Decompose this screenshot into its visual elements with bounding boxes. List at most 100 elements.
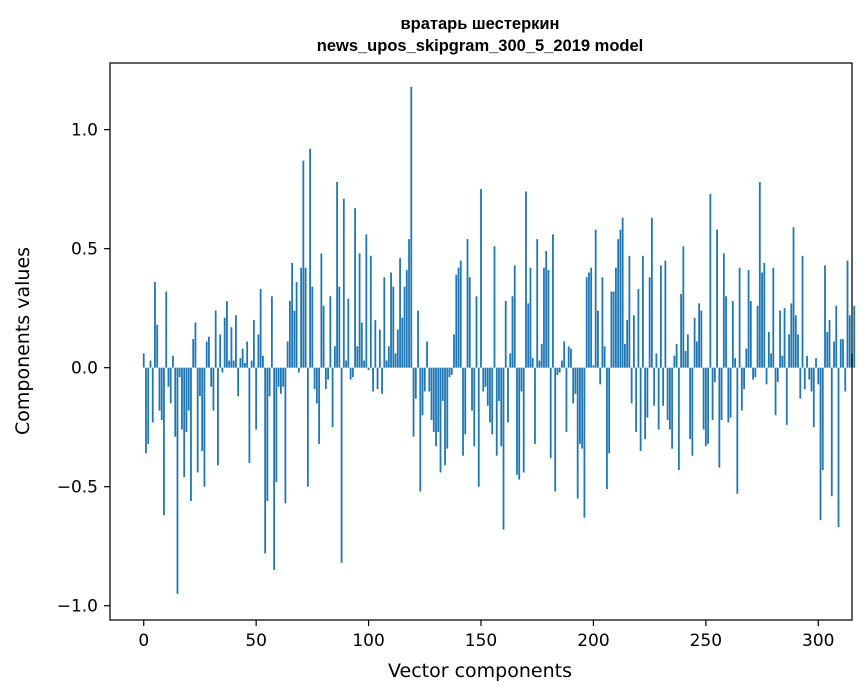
bar (237, 367, 240, 397)
bar (331, 367, 334, 428)
bar (839, 339, 842, 368)
bar (810, 367, 813, 392)
bar (270, 296, 273, 368)
bar (471, 367, 473, 411)
bar (655, 353, 658, 368)
bar (821, 367, 824, 471)
bar (781, 355, 784, 368)
bar (525, 191, 527, 368)
bar (552, 234, 554, 368)
bar (347, 298, 350, 368)
bar (432, 367, 435, 432)
bar (637, 289, 640, 368)
bar (824, 265, 826, 368)
bar (419, 367, 422, 492)
bar (217, 367, 219, 466)
bar (277, 367, 280, 387)
bar (628, 255, 631, 368)
bar (736, 367, 739, 494)
bar (738, 267, 741, 368)
bar (282, 367, 285, 387)
bar (682, 246, 685, 368)
bar (480, 189, 482, 368)
bar (817, 367, 820, 385)
bar (158, 367, 161, 411)
bar (244, 362, 246, 368)
bar (722, 253, 725, 368)
bar (502, 367, 505, 530)
bar (336, 182, 338, 368)
bar (464, 367, 467, 435)
bar (668, 367, 671, 430)
bar (295, 281, 298, 368)
bar (212, 367, 215, 411)
bar (223, 317, 226, 368)
bar (579, 367, 581, 444)
bar (754, 367, 757, 378)
bar (704, 367, 707, 447)
bar (241, 348, 244, 368)
bar (498, 367, 500, 401)
bar (812, 367, 815, 428)
bar (340, 367, 343, 563)
bar (417, 310, 419, 368)
bar (707, 367, 709, 444)
x-axis-ticks: 0 50 100 150 200 250 300 (138, 620, 834, 651)
bar (567, 346, 570, 368)
bar (583, 367, 586, 518)
bar (581, 367, 584, 449)
bar (322, 305, 325, 368)
bar (536, 239, 539, 368)
bar (151, 367, 154, 423)
bar (475, 296, 478, 368)
bar (356, 346, 359, 368)
bar (259, 289, 262, 368)
bar (455, 274, 458, 368)
bar (554, 367, 557, 492)
bar (803, 367, 806, 390)
bar (441, 367, 444, 401)
y-tick-label: −1.0 (57, 597, 98, 617)
bar (601, 277, 604, 368)
bar (333, 346, 336, 368)
bar (835, 305, 838, 368)
bar (624, 343, 626, 368)
bar (426, 341, 428, 368)
bar (385, 360, 388, 368)
bar (309, 148, 312, 368)
bar (374, 320, 377, 368)
bar (376, 367, 379, 390)
bar (226, 301, 228, 368)
bar (770, 353, 772, 368)
bar (612, 291, 615, 368)
bar (439, 367, 442, 473)
y-axis-ticks: −1.0 −0.5 0.0 0.5 1.0 (57, 121, 110, 617)
bar (745, 348, 748, 368)
bar (145, 367, 147, 454)
x-tick-label: 200 (577, 631, 609, 651)
bar (680, 293, 683, 368)
bar (650, 217, 653, 368)
bar (365, 234, 368, 368)
bar (740, 367, 743, 411)
bar (185, 367, 188, 432)
bar (615, 267, 617, 368)
bar (399, 258, 401, 368)
bar (495, 367, 498, 456)
bar (727, 367, 730, 423)
bar (214, 310, 217, 368)
bar (507, 367, 509, 423)
bar (597, 310, 599, 368)
bar (288, 301, 291, 368)
bar (833, 341, 835, 368)
bar (165, 291, 168, 368)
bar (349, 367, 352, 380)
bar (639, 367, 642, 451)
bar (776, 367, 779, 382)
bar (790, 303, 793, 368)
x-tick-label: 50 (245, 631, 267, 651)
bar (324, 367, 327, 390)
bar (329, 296, 332, 368)
bar (187, 367, 190, 411)
bar (558, 367, 561, 373)
